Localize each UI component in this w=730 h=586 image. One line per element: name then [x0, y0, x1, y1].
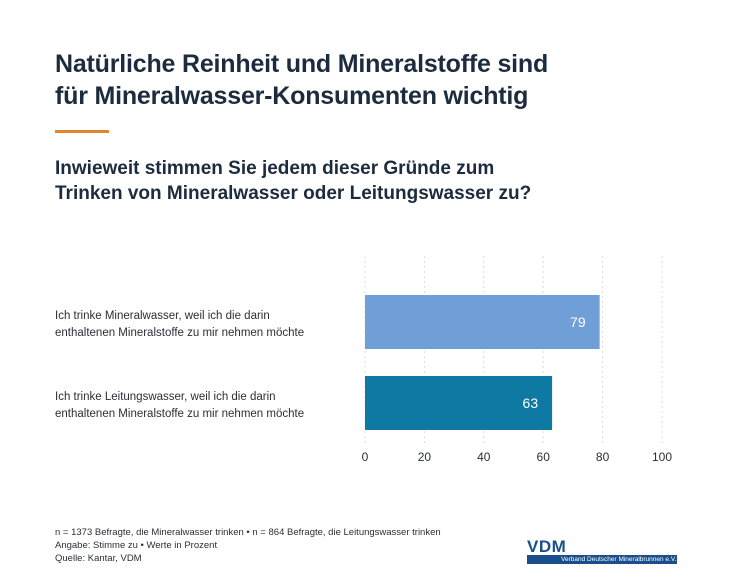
bar-1 [365, 295, 600, 349]
chart-title-line-1: Natürliche Reinheit und Mineralstoffe si… [55, 50, 549, 78]
accent-rule [55, 130, 109, 133]
bar-value-label-1: 79 [570, 314, 586, 330]
category-label-2-line-1: Ich trinke Leitungswasser, weil ich die … [55, 391, 276, 403]
category-label-1-line-2: enthaltenen Mineralstoffe zu mir nehmen … [55, 327, 304, 339]
footnote-source: Quelle: Kantar, VDM [55, 553, 142, 564]
x-tick-label-80: 80 [596, 450, 610, 464]
x-tick-label-100: 100 [652, 450, 672, 464]
bar-2 [365, 376, 553, 430]
category-label-1-line-1: Ich trinke Mineralwasser, weil ich die d… [55, 310, 270, 322]
vdm-logo-mark: VDM [527, 537, 567, 556]
vdm-logo-bar [527, 555, 677, 564]
footnotes: n = 1373 Befragte, die Mineralwasser tri… [55, 526, 441, 565]
footnote-sample-size: n = 1373 Befragte, die Mineralwasser tri… [55, 527, 441, 538]
bar-value-label-2: 63 [523, 395, 539, 411]
survey-question: Inwieweit stimmen Sie jedem dieser Gründ… [55, 156, 675, 206]
x-tick-label-60: 60 [537, 450, 551, 464]
vdm-logo: VDM Verband Deutscher Mineralbrunnen e.V… [527, 537, 677, 564]
chart-title-line-2: für Mineralwasser-Konsumenten wichtig [55, 82, 529, 110]
chart-title: Natürliche Reinheit und Mineralstoffe si… [55, 48, 675, 112]
x-tick-label-0: 0 [362, 450, 369, 464]
footnote-unit: Angabe: Stimme zu • Werte in Prozent [55, 540, 218, 551]
survey-question-line-1: Inwieweit stimmen Sie jedem dieser Gründ… [55, 158, 495, 179]
survey-question-line-2: Trinken von Mineralwasser oder Leitungsw… [55, 183, 532, 204]
x-tick-label-40: 40 [477, 450, 491, 464]
category-label-2-line-2: enthaltenen Mineralstoffe zu mir nehmen … [55, 408, 304, 420]
vdm-logo-subtitle: Verband Deutscher Mineralbrunnen e.V. [561, 556, 677, 563]
x-tick-label-20: 20 [418, 450, 432, 464]
